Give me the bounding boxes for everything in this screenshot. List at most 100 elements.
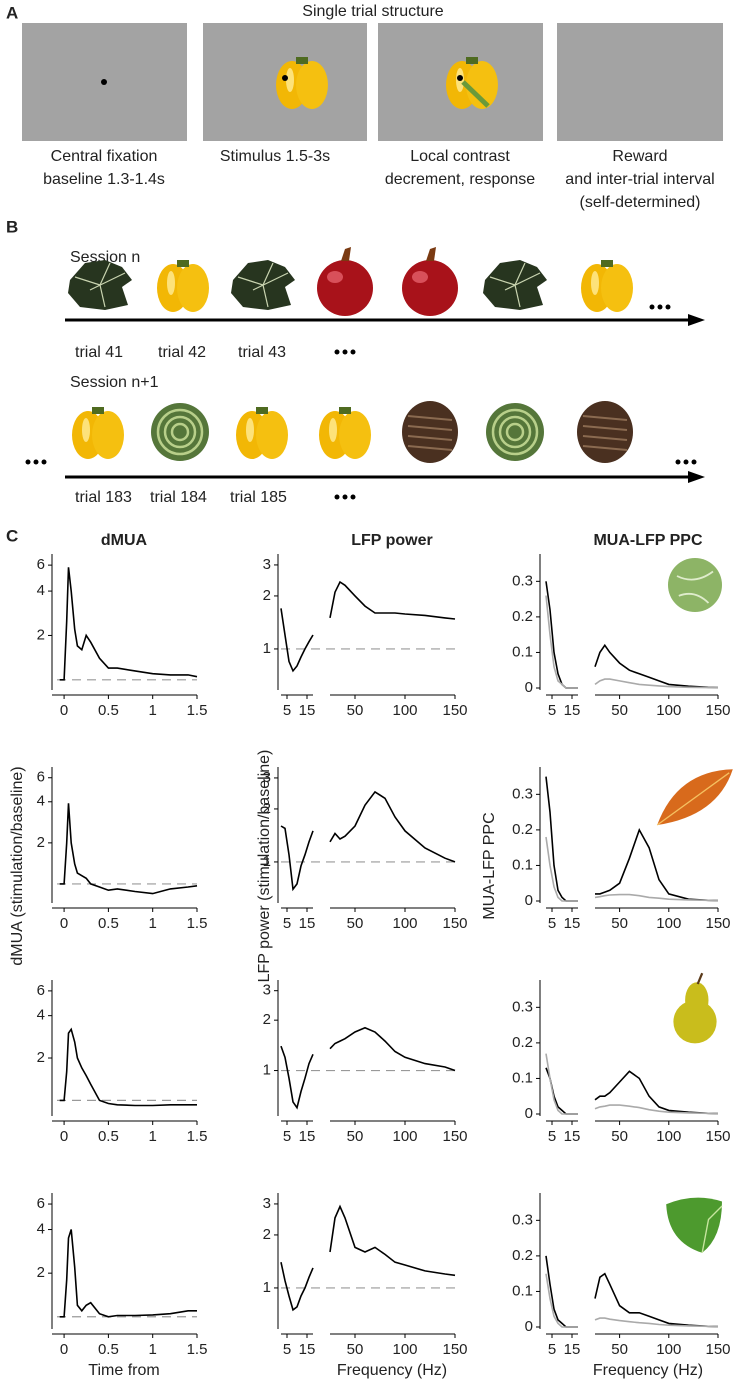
y-tick-label: 0.3 <box>512 572 533 589</box>
y-tick-label: 2 <box>263 1226 271 1243</box>
x-tick-label: 50 <box>347 1341 364 1358</box>
fruit-shine <box>327 271 343 283</box>
x-tick-label: 150 <box>442 915 467 932</box>
data-line <box>545 595 718 689</box>
x-tick-label: 150 <box>442 1128 467 1145</box>
y-tick-label: 6 <box>37 556 45 573</box>
pinecone-scale <box>582 425 628 431</box>
artichoke-layer <box>498 415 532 449</box>
caption: decrement, response <box>385 171 535 188</box>
y-tick-label: 3 <box>263 769 271 786</box>
y-tick-label: 1 <box>263 640 271 657</box>
ellipsis-dot <box>691 459 697 465</box>
pepper-stem <box>339 407 351 414</box>
data-line <box>545 836 719 902</box>
y-tick-label: 2 <box>263 587 271 604</box>
x-tick-label: 1 <box>149 915 157 932</box>
data-line <box>59 1229 197 1318</box>
y-tick-label: 0.1 <box>512 1282 533 1299</box>
x-tick-label: 50 <box>347 702 364 719</box>
y-tick-label: 2 <box>37 834 45 851</box>
pepper-lobe <box>256 411 288 459</box>
x-tick-label: 150 <box>705 1341 730 1358</box>
y-tick-label: 2 <box>263 1011 271 1028</box>
x-tick-label: 5 <box>548 1341 556 1358</box>
object-image <box>317 247 373 316</box>
pinecone-scale <box>582 415 628 421</box>
pepper-shine <box>329 418 337 442</box>
pepper-stem <box>296 57 308 64</box>
x-tick-label: 150 <box>705 1128 730 1145</box>
data-line <box>280 580 456 673</box>
fixation-dot <box>101 79 107 85</box>
ivy-vein <box>74 262 126 308</box>
y-tick-label: 0 <box>525 679 533 696</box>
x-tick-label: 100 <box>656 1128 681 1145</box>
cabbage-vein <box>676 570 714 604</box>
arrow-head <box>688 471 705 483</box>
x-axis-label: Frequency (Hz) <box>593 1362 703 1379</box>
x-tick-label: 15 <box>564 915 581 932</box>
x-tick-label: 1 <box>149 1128 157 1145</box>
x-tick-label: 0 <box>60 702 68 719</box>
x-tick-label: 5 <box>548 915 556 932</box>
x-tick-label: 15 <box>564 1128 581 1145</box>
x-tick-label: 15 <box>299 1128 316 1145</box>
trial-label: trial 185 <box>230 489 287 506</box>
x-tick-label: 100 <box>392 1341 417 1358</box>
fruit-crown <box>341 247 351 261</box>
y-tick-label: 0.3 <box>512 785 533 802</box>
pinecone-scale <box>407 435 453 441</box>
artichoke-layer <box>505 422 525 442</box>
object-image <box>483 260 547 310</box>
data-line <box>280 790 456 892</box>
ivy-vein <box>237 262 289 308</box>
x-tick-label: 50 <box>611 1128 628 1145</box>
ellipsis-dot <box>334 349 340 355</box>
ellipsis-dot <box>649 304 655 310</box>
ellipsis-dot <box>350 349 356 355</box>
x-tick-label: 5 <box>283 702 291 719</box>
y-tick-label: 0.1 <box>512 643 533 660</box>
cabbage <box>668 558 722 612</box>
trial-label: trial 41 <box>75 344 123 361</box>
column-title: dMUA <box>101 532 148 549</box>
object-image <box>656 769 733 826</box>
y-tick-label: 0.1 <box>512 1069 533 1086</box>
pepper-shine <box>246 418 254 442</box>
x-tick-label: 0 <box>60 1128 68 1145</box>
object-image <box>577 401 633 463</box>
y-axis-label: LFP power (stimulation/baseline) <box>256 750 273 983</box>
artichoke <box>486 403 544 461</box>
data-line <box>280 1026 456 1110</box>
pinecone-scale <box>407 445 453 451</box>
data-line <box>59 803 198 895</box>
y-tick-label: 2 <box>263 800 271 817</box>
fixation-dot <box>457 75 463 81</box>
pepper-lobe <box>339 411 371 459</box>
x-tick-label: 1.5 <box>187 1341 208 1358</box>
y-tick-label: 4 <box>37 1007 45 1024</box>
panel-label: B <box>6 217 18 236</box>
fixation-dot <box>282 75 288 81</box>
x-tick-label: 1 <box>149 702 157 719</box>
ellipsis-dot <box>675 459 681 465</box>
column-title: MUA-LFP PPC <box>593 532 702 549</box>
object-image <box>402 401 458 463</box>
object-image <box>402 247 458 316</box>
ivy-vein <box>489 262 541 308</box>
object-image <box>157 260 209 312</box>
y-tick-label: 3 <box>263 982 271 999</box>
x-tick-label: 1.5 <box>187 702 208 719</box>
pepper-stem <box>601 260 613 267</box>
x-tick-label: 100 <box>392 702 417 719</box>
y-tick-label: 0.3 <box>512 998 533 1015</box>
panel-label: C <box>6 526 18 545</box>
x-tick-label: 150 <box>442 702 467 719</box>
data-line <box>545 1053 719 1115</box>
x-tick-label: 15 <box>564 1341 581 1358</box>
ellipsis-dot <box>342 494 348 500</box>
x-tick-label: 100 <box>392 1128 417 1145</box>
y-tick-label: 6 <box>37 982 45 999</box>
x-tick-label: 15 <box>299 915 316 932</box>
